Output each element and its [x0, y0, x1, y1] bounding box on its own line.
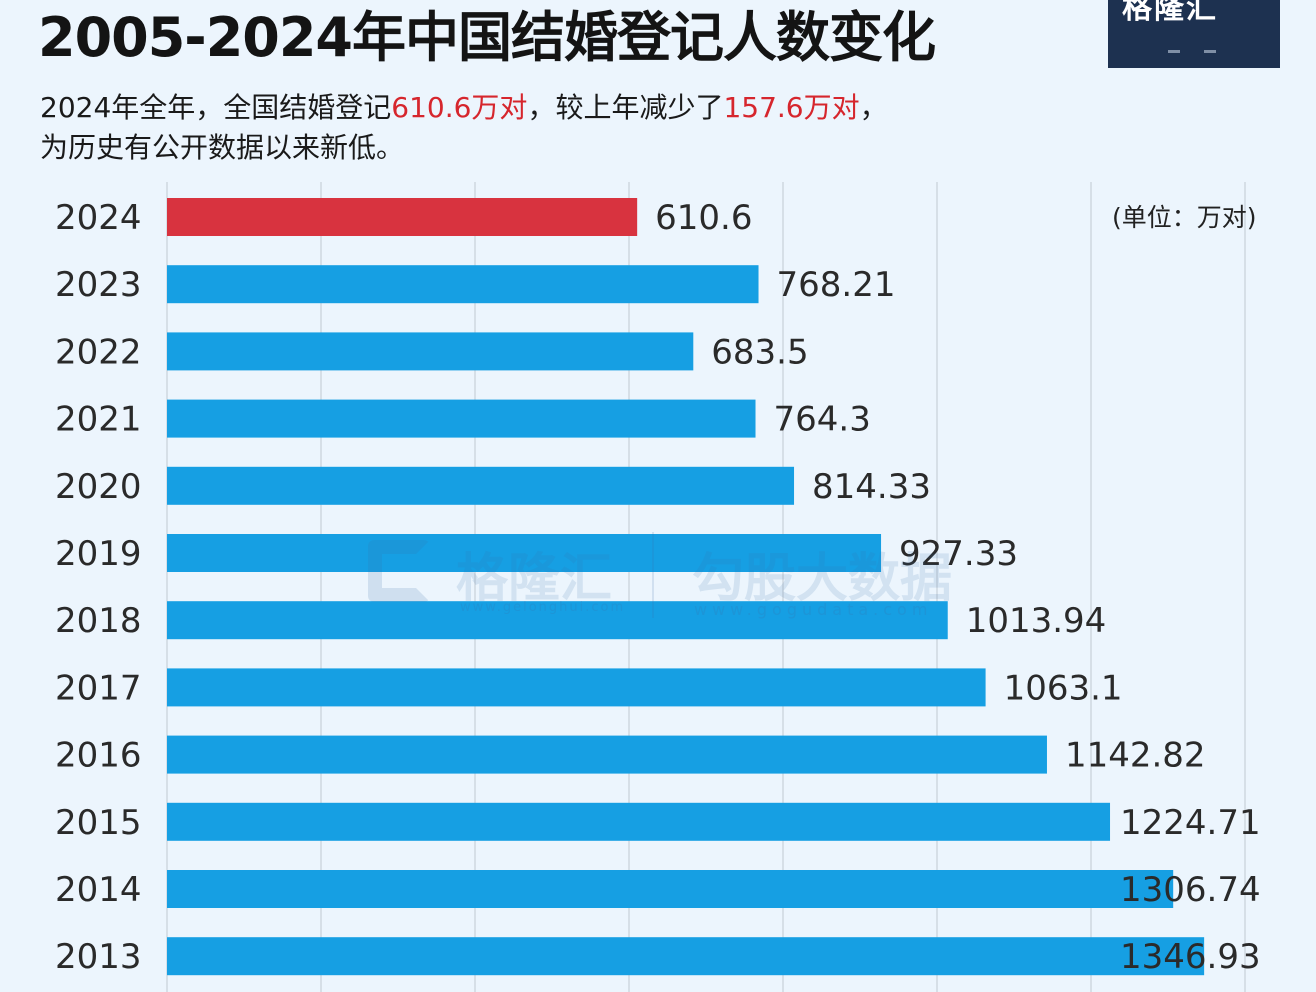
year-label: 2022: [55, 332, 142, 372]
bar-2017: [167, 668, 986, 707]
chart-labels: 2024 610.6 2023 768.21 2022 683.5 2021 764.3 202…: [55, 198, 1261, 977]
value-label: 683.5: [711, 332, 808, 372]
bar-2014: [167, 870, 1174, 908]
bar-2021: [167, 399, 756, 438]
bar-2019: [167, 534, 882, 572]
year-label: 2017: [55, 668, 142, 708]
value-label: 1063.1: [1004, 668, 1123, 708]
year-label: 2018: [55, 601, 142, 641]
value-label: 1224.71: [1120, 803, 1261, 843]
chart-gridlines: [166, 182, 1246, 992]
chart-bars: [167, 198, 1205, 976]
logo-decoration-dash: [1204, 50, 1216, 53]
brand-logo: 格隆汇: [1108, 0, 1280, 68]
value-label: 1142.82: [1065, 736, 1206, 776]
chart-subtitle: 2024年全年，全国结婚登记610.6万对，较上年减少了157.6万对， 为历史…: [40, 88, 888, 168]
year-label: 2019: [55, 534, 142, 574]
year-label: 2023: [55, 265, 142, 305]
bar-2022: [167, 332, 694, 371]
year-label: 2013: [55, 937, 142, 977]
bar-2024: [167, 198, 638, 236]
year-label: 2014: [55, 870, 142, 910]
year-label: 2021: [55, 400, 142, 440]
value-label: 1306.74: [1120, 870, 1261, 910]
value-label: 814.33: [812, 467, 931, 507]
value-label: 1013.94: [966, 601, 1107, 641]
value-label: 764.3: [774, 400, 871, 440]
bar-2016: [167, 735, 1047, 774]
subtitle-text: ，较上年减少了: [527, 91, 724, 124]
logo-decoration-dash: [1168, 50, 1180, 53]
subtitle-highlight-decrease: 157.6万对: [723, 91, 860, 124]
bar-2023: [167, 265, 759, 304]
value-label: 768.21: [777, 265, 896, 305]
bar-2015: [167, 802, 1111, 841]
subtitle-text: ，: [859, 91, 888, 124]
year-label: 2015: [55, 803, 142, 843]
subtitle-line-2: 为历史有公开数据以来新低。: [40, 131, 405, 164]
subtitle-line-1: 2024年全年，全国结婚登记610.6万对，较上年减少了157.6万对，: [40, 88, 888, 128]
year-label: 2020: [55, 467, 142, 507]
brand-logo-text: 格隆汇: [1122, 0, 1218, 26]
subtitle-text: 2024年全年，全国结婚登记: [40, 91, 392, 124]
subtitle-highlight-total: 610.6万对: [391, 91, 528, 124]
year-label: 2016: [55, 736, 142, 776]
bar-2018: [167, 601, 948, 640]
unit-label: (单位：万对): [1112, 203, 1257, 232]
chart-title: 2005-2024年中国结婚登记人数变化: [38, 6, 936, 69]
value-label: 927.33: [899, 534, 1018, 574]
value-label: 1346.93: [1120, 937, 1261, 977]
year-label: 2024: [55, 198, 142, 238]
value-label: 610.6: [655, 198, 752, 238]
bar-2013: [167, 937, 1205, 976]
bar-2020: [167, 466, 795, 505]
